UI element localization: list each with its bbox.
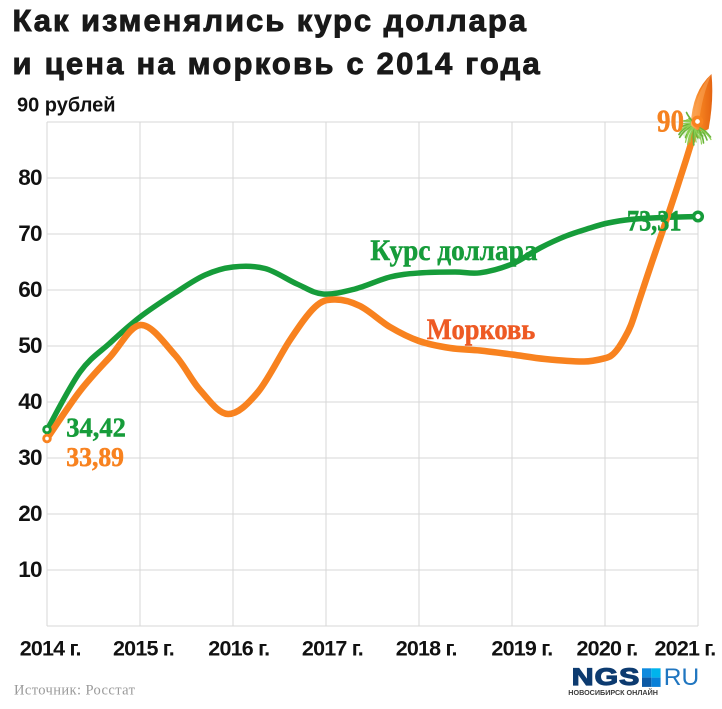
svg-text:и цена на морковь с 2014 года: и цена на морковь с 2014 года — [13, 46, 542, 81]
svg-text:2020 г.: 2020 г. — [577, 637, 638, 661]
svg-text:2014 г.: 2014 г. — [20, 637, 81, 661]
svg-text:10: 10 — [18, 557, 42, 582]
svg-text:70: 70 — [18, 221, 42, 246]
svg-text:33,89: 33,89 — [66, 442, 124, 472]
svg-text:Курс доллара: Курс доллара — [370, 234, 537, 267]
svg-text:80: 80 — [18, 165, 42, 190]
svg-text:90: 90 — [657, 105, 684, 140]
svg-text:НОВОСИБИРСК ОНЛАЙН: НОВОСИБИРСК ОНЛАЙН — [568, 688, 658, 697]
svg-text:2017 г.: 2017 г. — [302, 637, 363, 661]
svg-text:60: 60 — [18, 277, 42, 302]
svg-text:2019 г.: 2019 г. — [491, 637, 552, 661]
svg-text:2015 г.: 2015 г. — [113, 637, 174, 661]
svg-text:Источник: Росстат: Источник: Росстат — [14, 683, 136, 699]
svg-text:90 рублей: 90 рублей — [17, 95, 116, 117]
svg-text:40: 40 — [18, 389, 42, 414]
svg-text:2016 г.: 2016 г. — [208, 637, 269, 661]
svg-text:34,42: 34,42 — [66, 412, 126, 442]
svg-text:2018 г.: 2018 г. — [396, 637, 457, 661]
svg-text:30: 30 — [18, 445, 42, 470]
svg-text:50: 50 — [18, 333, 42, 358]
svg-text:2021 г.: 2021 г. — [655, 637, 716, 661]
svg-text:Морковь: Морковь — [427, 314, 536, 347]
svg-text:73,31: 73,31 — [627, 204, 681, 237]
svg-text:NGS: NGS — [572, 663, 641, 690]
svg-text:RU: RU — [664, 664, 699, 691]
svg-text:Как изменялись курс доллара: Как изменялись курс доллара — [13, 3, 528, 38]
svg-text:20: 20 — [18, 501, 42, 526]
